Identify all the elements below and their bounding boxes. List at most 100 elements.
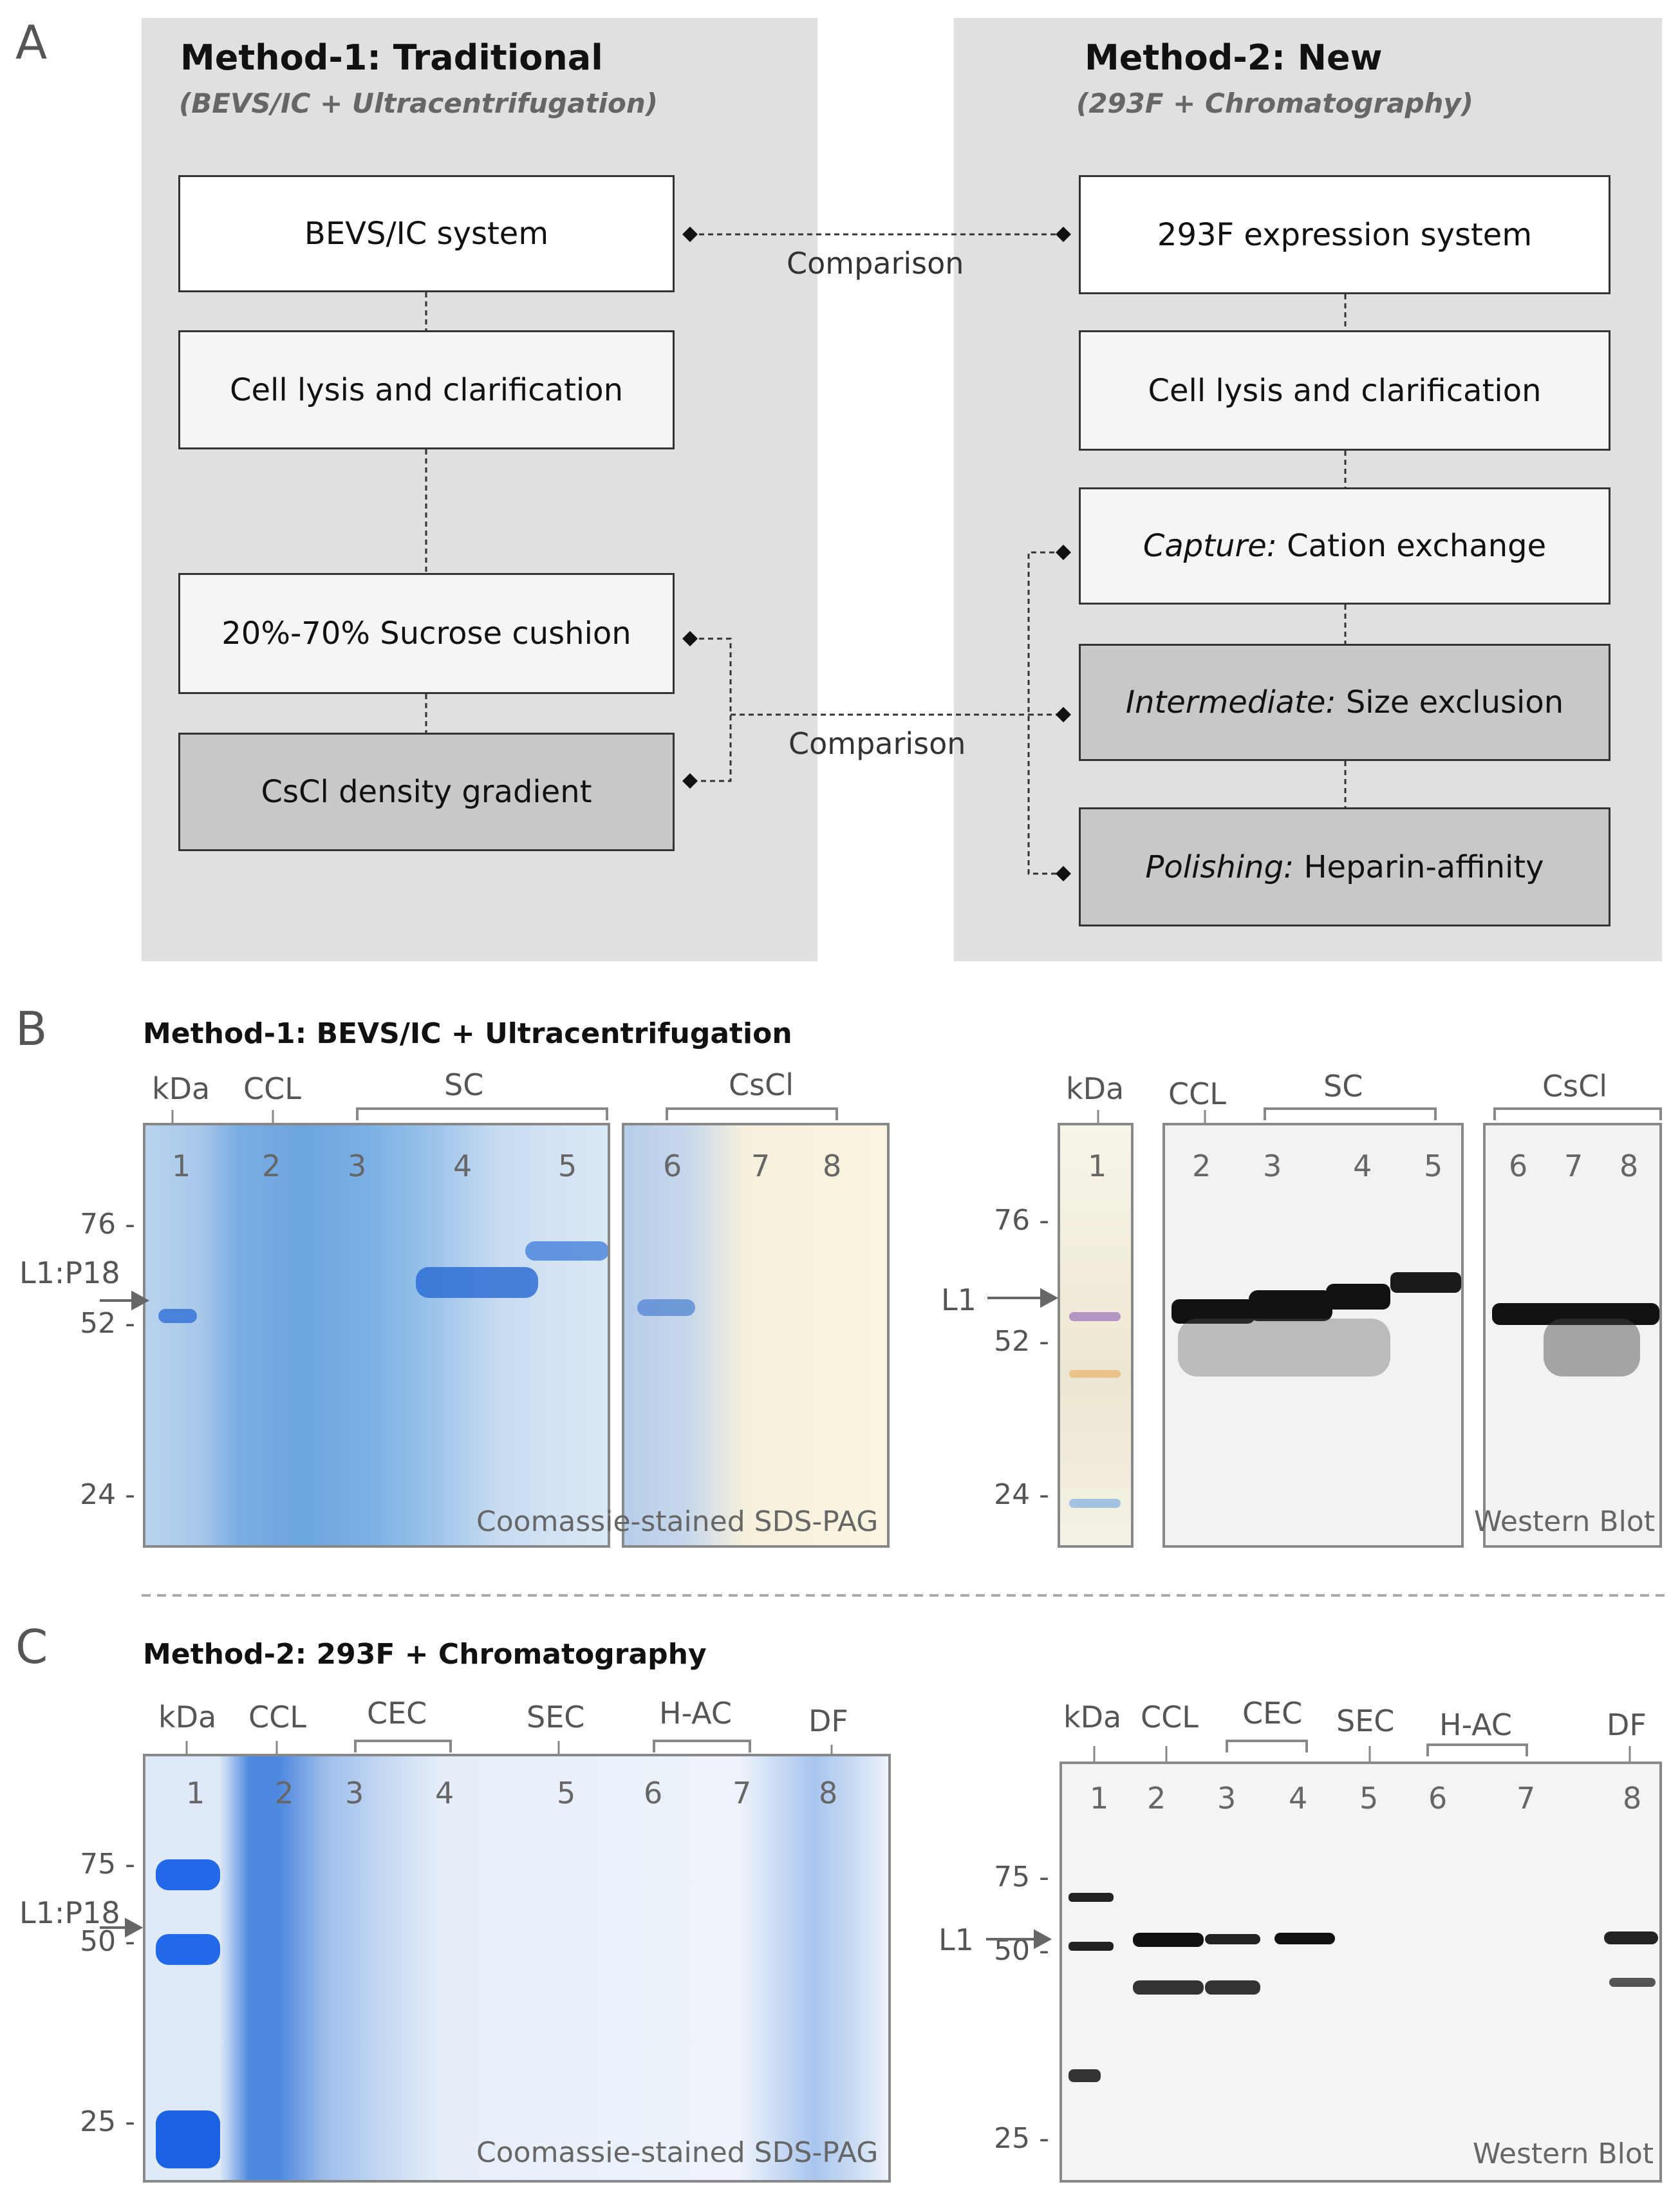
c-wb-lane-2: 2 bbox=[1147, 1781, 1166, 1816]
b-coom-sc: SC bbox=[444, 1067, 484, 1102]
step-polishing-prefix: Polishing: bbox=[1145, 849, 1294, 885]
b-coom-mw-52: 52 - bbox=[80, 1307, 135, 1340]
b-wb-mw-52: 52 - bbox=[994, 1325, 1049, 1358]
b-coom-lane-6: 6 bbox=[663, 1149, 682, 1183]
b-band-lane5 bbox=[525, 1241, 608, 1261]
step-polishing-label: Heparin-affinity bbox=[1294, 849, 1544, 885]
c-wb-ladder-50 bbox=[1069, 1942, 1114, 1951]
c-wb-ccl: CCL bbox=[1141, 1700, 1199, 1734]
b-coom-lane-8: 8 bbox=[823, 1149, 842, 1183]
step-sucrose-cushion: 20%-70% Sucrose cushion bbox=[178, 573, 675, 694]
b-wb-lane-6: 6 bbox=[1509, 1149, 1528, 1183]
c-wb-band-lane3-low bbox=[1205, 1980, 1260, 1995]
b-western-blot-cscl bbox=[1483, 1123, 1662, 1548]
c-wb-mw-75: 75 - bbox=[994, 1861, 1049, 1893]
c-coom-lane-7: 7 bbox=[733, 1776, 752, 1810]
step-293f-expression-label: 293F expression system bbox=[1157, 216, 1533, 253]
step-cell-lysis-m1: Cell lysis and clarification bbox=[178, 330, 675, 449]
c-coom-ladder-50 bbox=[156, 1934, 220, 1965]
b-wb-lane-3: 3 bbox=[1263, 1149, 1282, 1183]
step-cell-lysis-m2-label: Cell lysis and clarification bbox=[1148, 372, 1542, 409]
c-wb-band-lane8-low bbox=[1609, 1978, 1656, 1987]
panel-b-title: Method-1: BEVS/IC + Ultracentrifugation bbox=[143, 1017, 792, 1050]
b-western-blot-main bbox=[1162, 1123, 1464, 1548]
b-wb-band-lane5 bbox=[1390, 1272, 1461, 1293]
b-coom-kda: kDa bbox=[152, 1071, 210, 1106]
step-293f-expression: 293F expression system bbox=[1079, 175, 1610, 294]
b-coom-lane-2: 2 bbox=[262, 1149, 281, 1183]
b-wb-lane-8: 8 bbox=[1619, 1149, 1639, 1183]
b-coom-footnote: Coomassie-stained SDS-PAG bbox=[476, 1505, 879, 1538]
step-cscl-gradient: CsCl density gradient bbox=[178, 733, 675, 851]
c-wb-lane-6: 6 bbox=[1428, 1781, 1448, 1816]
b-coom-lane-1: 1 bbox=[172, 1149, 191, 1183]
b-wb-band-lane3 bbox=[1249, 1290, 1332, 1321]
c-wb-cec: CEC bbox=[1242, 1696, 1303, 1731]
c-wb-band-lane3 bbox=[1205, 1934, 1260, 1944]
panel-c-title: Method-2: 293F + Chromatography bbox=[143, 1638, 707, 1671]
step-intermediate-prefix: Intermediate: bbox=[1125, 684, 1336, 720]
c-wb-lane-8: 8 bbox=[1623, 1781, 1642, 1816]
b-wb-cscl: CsCl bbox=[1542, 1069, 1607, 1104]
panel-a-connectors bbox=[425, 227, 1347, 881]
b-coom-band-marker: L1:P18 bbox=[19, 1255, 120, 1290]
b-wb-mw-24: 24 - bbox=[994, 1478, 1049, 1511]
c-wb-kda: kDa bbox=[1063, 1700, 1122, 1734]
b-coom-cscl: CsCl bbox=[729, 1067, 794, 1102]
panel-b-letter: B bbox=[15, 1002, 48, 1056]
c-coom-lane-4: 4 bbox=[435, 1776, 454, 1810]
c-coom-lane-8: 8 bbox=[819, 1776, 838, 1810]
c-coom-sec: SEC bbox=[527, 1700, 585, 1734]
c-coom-lane-3: 3 bbox=[345, 1776, 364, 1810]
b-wb-lane-4: 4 bbox=[1353, 1149, 1372, 1183]
step-intermediate-label: Size exclusion bbox=[1336, 684, 1564, 720]
c-wb-band-lane8 bbox=[1604, 1931, 1658, 1944]
b-western-ladder bbox=[1058, 1123, 1134, 1548]
b-wb-ccl: CCL bbox=[1168, 1076, 1226, 1111]
b-wb-lane-1: 1 bbox=[1088, 1149, 1107, 1183]
b-wb-band-lane4 bbox=[1326, 1284, 1390, 1310]
c-wb-lane-7: 7 bbox=[1517, 1781, 1536, 1816]
b-wb-lane-7: 7 bbox=[1564, 1149, 1583, 1183]
b-wb-kda: kDa bbox=[1066, 1071, 1125, 1106]
b-wb-band-lane2 bbox=[1171, 1299, 1255, 1324]
c-wb-band-lane2-low bbox=[1133, 1980, 1204, 1995]
b-band-lane1 bbox=[158, 1309, 197, 1323]
step-capture: Capture: Cation exchange bbox=[1079, 487, 1610, 605]
step-polishing: Polishing: Heparin-affinity bbox=[1079, 807, 1610, 926]
c-wb-df: DF bbox=[1607, 1707, 1647, 1742]
b-coom-ccl: CCL bbox=[243, 1071, 301, 1106]
c-wb-band-lane2 bbox=[1133, 1933, 1204, 1947]
c-coom-kda: kDa bbox=[158, 1700, 217, 1734]
c-coom-df: DF bbox=[808, 1704, 848, 1738]
c-coom-ladder-25 bbox=[156, 2110, 220, 2168]
b-wb-band-marker: L1 bbox=[941, 1282, 976, 1317]
comparison-label-top: Comparison bbox=[787, 246, 964, 281]
b-wb-ladder-blue bbox=[1069, 1499, 1121, 1508]
b-wb-sc: SC bbox=[1323, 1069, 1363, 1104]
b-coom-mw-24: 24 - bbox=[80, 1478, 135, 1511]
c-coom-lane-6: 6 bbox=[644, 1776, 663, 1810]
method2-subtitle: (293F + Chromatography) bbox=[1076, 88, 1473, 119]
panel-a-letter: A bbox=[15, 15, 48, 70]
c-coom-footnote: Coomassie-stained SDS-PAG bbox=[476, 2136, 879, 2169]
b-coomassie-gel-main bbox=[143, 1123, 610, 1548]
c-coom-hac: H-AC bbox=[659, 1696, 732, 1731]
c-coom-band-marker: L1:P18 bbox=[19, 1895, 120, 1930]
b-band-lane4 bbox=[416, 1267, 538, 1298]
c-coom-cec: CEC bbox=[367, 1696, 427, 1731]
step-intermediate: Intermediate: Size exclusion bbox=[1079, 644, 1610, 761]
b-coom-lane-4: 4 bbox=[453, 1149, 472, 1183]
b-wb-band-cscl bbox=[1492, 1303, 1659, 1325]
c-wb-lane-3: 3 bbox=[1217, 1781, 1237, 1816]
c-wb-footnote: Western Blot bbox=[1473, 2137, 1654, 2170]
c-coomassie-gel bbox=[143, 1754, 891, 2183]
c-coom-mw-25: 25 - bbox=[80, 2105, 135, 2138]
b-wb-footnote: Western Blot bbox=[1474, 1505, 1656, 1538]
b-coom-mw-76: 76 - bbox=[80, 1208, 135, 1241]
b-band-lane6 bbox=[637, 1299, 695, 1316]
b-wb-ladder-orange bbox=[1069, 1370, 1121, 1378]
c-western-blot bbox=[1059, 1762, 1662, 2183]
c-coom-ccl: CCL bbox=[248, 1700, 306, 1734]
